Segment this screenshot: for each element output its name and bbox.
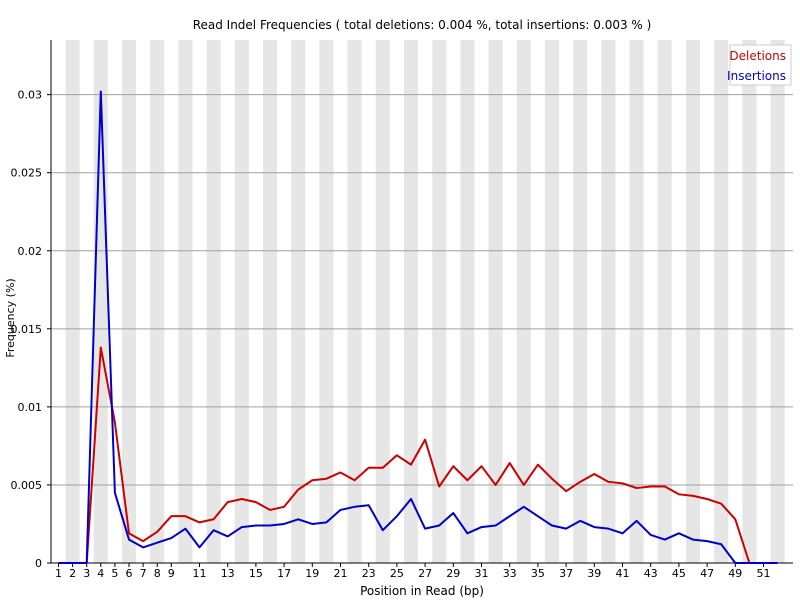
background-band [347, 40, 362, 563]
y-tick-label: 0.02 [18, 245, 43, 258]
x-tick-label: 27 [418, 567, 432, 580]
background-band [65, 40, 80, 563]
x-tick-label: 13 [221, 567, 235, 580]
legend: Deletions Insertions [727, 44, 792, 86]
y-tick-label: 0.005 [11, 479, 43, 492]
background-band [742, 40, 757, 563]
x-tick-label: 6 [126, 567, 133, 580]
x-tick-label: 5 [111, 567, 118, 580]
x-tick-label: 21 [334, 567, 348, 580]
y-tick-label: 0.03 [18, 89, 43, 102]
y-tick-label: 0.015 [11, 323, 43, 336]
x-tick-label: 2 [69, 567, 76, 580]
background-band [375, 40, 390, 563]
horizontal-gridlines [51, 94, 793, 486]
x-tick-label: 41 [616, 567, 630, 580]
background-bands [65, 40, 785, 563]
x-tick-label: 9 [168, 567, 175, 580]
background-band [601, 40, 616, 563]
background-band [234, 40, 249, 563]
background-band [178, 40, 193, 563]
x-tick-label: 49 [728, 567, 742, 580]
x-tick-label: 25 [390, 567, 404, 580]
x-tick-label: 45 [672, 567, 686, 580]
series-line-insertions [58, 90, 778, 564]
x-tick-label: 39 [587, 567, 601, 580]
background-band [573, 40, 588, 563]
x-tick-label: 19 [305, 567, 319, 580]
x-tick-label: 51 [757, 567, 771, 580]
x-tick-labels: 1 2 3 4 5 6 7 8 9 11 13 15 17 19 21 23 25 27 29 31 33 35 37 39 4… [55, 563, 771, 580]
x-tick-label: 37 [559, 567, 573, 580]
background-band [770, 40, 785, 563]
x-tick-label: 35 [531, 567, 545, 580]
y-tick-labels: 0 0.005 0.01 0.015 0.02 0.025 0.03 [11, 89, 51, 570]
x-tick-label: 17 [277, 567, 291, 580]
legend-box [729, 44, 792, 86]
x-tick-label: 3 [83, 567, 90, 580]
x-tick-label: 29 [446, 567, 460, 580]
x-tick-label: 31 [475, 567, 489, 580]
background-band [657, 40, 672, 563]
series-line-deletions [58, 346, 778, 564]
x-tick-label: 23 [362, 567, 376, 580]
axes [50, 40, 793, 564]
background-band [403, 40, 419, 563]
background-band [629, 40, 644, 563]
y-tick-label: 0.01 [18, 401, 43, 414]
legend-item-deletions: Deletions [729, 49, 786, 63]
y-axis-label: Frequency (%) [4, 278, 17, 357]
background-band [121, 40, 137, 563]
background-band [319, 40, 334, 563]
background-band [150, 40, 165, 563]
background-band [432, 40, 447, 563]
x-tick-label: 15 [249, 567, 263, 580]
x-tick-label: 7 [140, 567, 147, 580]
x-axis-label: Position in Read (bp) [360, 584, 484, 598]
x-tick-label: 47 [700, 567, 714, 580]
legend-item-insertions: Insertions [727, 69, 786, 83]
x-tick-label: 33 [503, 567, 517, 580]
series-lines [58, 90, 778, 564]
background-band [685, 40, 701, 563]
x-tick-label: 4 [97, 567, 104, 580]
x-tick-label: 43 [644, 567, 658, 580]
x-tick-label: 8 [154, 567, 161, 580]
x-tick-label: 11 [193, 567, 207, 580]
background-band [516, 40, 531, 563]
background-band [291, 40, 306, 563]
background-band [262, 40, 278, 563]
x-tick-label: 1 [55, 567, 62, 580]
y-tick-label: 0 [35, 557, 42, 570]
background-band [460, 40, 475, 563]
chart-title: Read Indel Frequencies ( total deletions… [193, 18, 652, 32]
background-band [544, 40, 560, 563]
background-band [488, 40, 503, 563]
background-band [714, 40, 729, 563]
y-tick-label: 0.025 [11, 167, 43, 180]
background-band [206, 40, 221, 563]
